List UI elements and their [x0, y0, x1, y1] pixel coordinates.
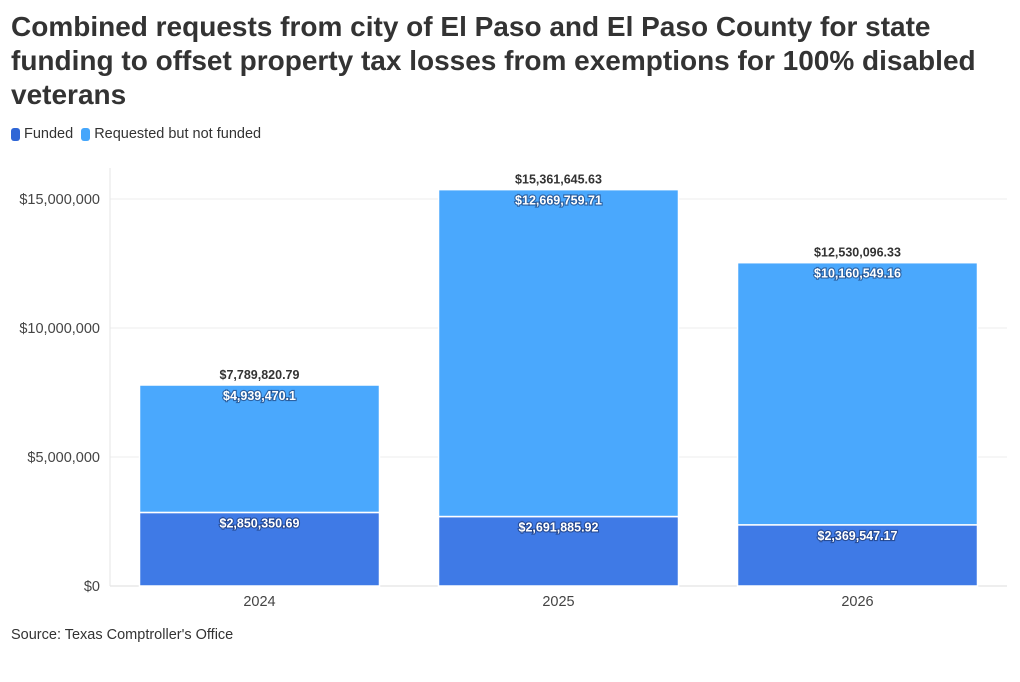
legend-item-not-funded: Requested but not funded [81, 126, 261, 142]
total-label: $12,530,096.33 [814, 246, 901, 260]
legend-item-funded: Funded [11, 126, 73, 142]
x-tick-label: 2024 [243, 594, 275, 610]
x-tick-label: 2025 [542, 594, 574, 610]
bar-not-funded [138, 384, 381, 514]
y-tick-label: $10,000,000 [19, 321, 100, 337]
total-label: $7,789,820.79 [220, 368, 300, 382]
data-label-funded: $2,369,547.17 [818, 529, 898, 543]
bar-funded [437, 515, 680, 587]
data-label-not-funded: $4,939,470.1 [223, 389, 296, 403]
y-tick-label: $0 [84, 579, 100, 595]
data-label-not-funded: $10,160,549.16 [814, 267, 901, 281]
data-label-not-funded: $12,669,759.71 [515, 194, 602, 208]
data-label-funded: $2,850,350.69 [220, 516, 300, 530]
legend-swatch-funded [11, 127, 20, 141]
source-note: Source: Texas Comptroller's Office [11, 627, 234, 643]
x-tick-label: 2026 [841, 594, 873, 610]
legend-label-funded: Funded [24, 126, 74, 142]
bar-not-funded [736, 261, 979, 526]
bar-not-funded [437, 188, 680, 518]
total-label: $15,361,645.63 [515, 173, 602, 187]
chart-title: Combined requests from city of El Paso a… [11, 11, 976, 110]
legend-swatch-not-funded [81, 127, 91, 141]
bar-funded [138, 511, 381, 587]
stacked-bar-chart: $0 $5,000,000 $10,000,000 $15,000,000 $2,850… [19, 168, 1007, 610]
y-tick-label: $15,000,000 [19, 192, 100, 208]
legend-label-not-funded: Requested but not funded [94, 126, 262, 142]
y-tick-label: $5,000,000 [27, 450, 100, 466]
legend: Funded Requested but not funded [11, 126, 261, 142]
data-label-funded: $2,691,885.92 [519, 521, 599, 535]
